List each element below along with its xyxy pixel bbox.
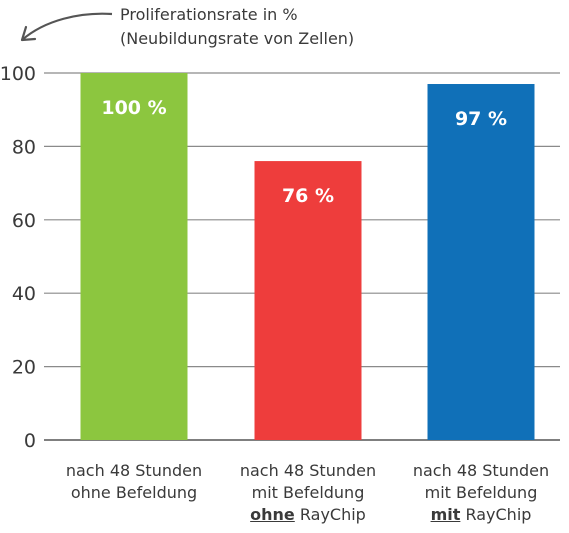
data-label: 97 % xyxy=(455,108,507,130)
y-tick-label: 0 xyxy=(24,430,36,452)
bar xyxy=(80,73,188,440)
category-label-line: nach 48 Stunden xyxy=(65,461,203,480)
y-tick-label: 100 xyxy=(0,63,36,85)
y-tick-label: 60 xyxy=(12,210,36,232)
category-label-emphasis: mit xyxy=(430,505,461,524)
curved-arrow-icon xyxy=(21,12,113,41)
data-labels: 100 % 76 % 97 % xyxy=(101,97,507,207)
category-label-line: mit Befeldung xyxy=(251,483,365,502)
y-axis-label-line-1: Proliferationsrate in % xyxy=(120,5,298,24)
category-label-emphasis: ohne xyxy=(250,505,295,524)
category-label-line: mit Befeldung xyxy=(424,483,538,502)
bars xyxy=(80,73,535,440)
category-label-line: mit RayChip xyxy=(396,504,566,526)
category-label-line: nach 48 Stunden xyxy=(412,461,550,480)
data-label: 100 % xyxy=(101,97,166,119)
y-tick-label: 80 xyxy=(12,136,36,158)
y-tick-label: 20 xyxy=(12,357,36,379)
category-label: nach 48 Stunden mit Befeldung mit RayChip xyxy=(396,460,566,526)
y-axis-ticks: 0 20 40 60 80 100 xyxy=(0,63,36,452)
category-label-line: nach 48 Stunden xyxy=(239,461,377,480)
data-label: 76 % xyxy=(282,185,334,207)
category-label-line: ohne Befeldung xyxy=(70,483,198,502)
bar xyxy=(427,84,535,440)
category-label-suffix: RayChip xyxy=(460,505,532,524)
category-label-suffix: RayChip xyxy=(294,505,366,524)
arrowhead-icon xyxy=(20,25,37,42)
category-label: nach 48 Stunden ohne Befeldung xyxy=(49,460,219,504)
bar xyxy=(254,161,362,440)
y-axis-label-line-2: (Neubildungsrate von Zellen) xyxy=(120,29,354,48)
category-label-line: ohne RayChip xyxy=(223,504,393,526)
y-tick-label: 40 xyxy=(12,283,36,305)
y-axis-title: Proliferationsrate in % (Neubildungsrate… xyxy=(20,5,354,48)
category-label: nach 48 Stunden mit Befeldung ohne RayChip xyxy=(223,460,393,526)
